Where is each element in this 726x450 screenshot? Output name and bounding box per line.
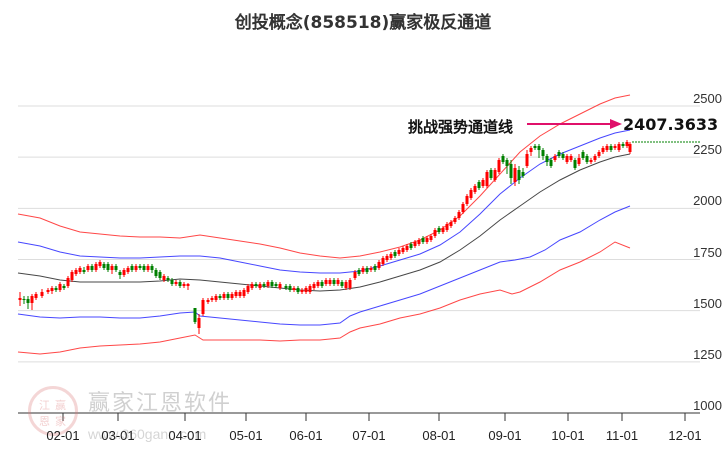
lower_inner_band bbox=[17, 205, 631, 326]
x-tick-label: 09-01 bbox=[488, 428, 522, 443]
watermark-name: 赢家江恩软件 bbox=[88, 391, 233, 416]
annotation-value: 2407.3633 bbox=[623, 115, 719, 134]
x-tick-label: 03-01 bbox=[101, 428, 135, 443]
y-tick-label: 2500 bbox=[693, 91, 722, 106]
watermark-logo-char: 家 bbox=[55, 415, 66, 428]
x-tick-label: 02-01 bbox=[46, 428, 80, 443]
y-tick-label: 1000 bbox=[693, 398, 722, 413]
watermark-logo-char: 赢 bbox=[55, 399, 66, 412]
x-tick-label: 04-01 bbox=[168, 428, 202, 443]
upper_outer_band bbox=[17, 94, 631, 259]
lower_outer_band bbox=[17, 241, 631, 355]
x-tick-label: 06-01 bbox=[289, 428, 323, 443]
mid_line bbox=[17, 153, 631, 292]
watermark-logo-char: 江 bbox=[39, 399, 50, 412]
x-axis bbox=[18, 412, 700, 421]
x-tick-label: 10-01 bbox=[551, 428, 585, 443]
channel-bands bbox=[17, 94, 631, 355]
annotation-arrow bbox=[527, 119, 622, 129]
upper_inner_band bbox=[17, 129, 631, 274]
x-tick-label: 12-01 bbox=[668, 428, 702, 443]
watermark-logo: 江 赢 恩 家 bbox=[28, 386, 78, 436]
grid-lines bbox=[18, 105, 700, 363]
y-tick-label: 1250 bbox=[693, 346, 722, 362]
watermark-url: www.360gann.com bbox=[88, 426, 207, 442]
y-tick-label: 1750 bbox=[693, 244, 722, 260]
y-tick-label: 2000 bbox=[693, 193, 722, 209]
chart-title: 创投概念(858518)赢家极反通道 bbox=[234, 13, 492, 33]
x-tick-label: 08-01 bbox=[422, 428, 456, 443]
x-tick-label: 07-01 bbox=[352, 428, 386, 443]
candlesticks bbox=[18, 140, 632, 334]
y-tick-label: 2250 bbox=[693, 142, 722, 158]
y-tick-label: 1500 bbox=[693, 295, 722, 311]
annotation-label: 挑战强势通道线 bbox=[408, 118, 514, 136]
x-tick-label: 05-01 bbox=[229, 428, 263, 443]
watermark-logo-char: 恩 bbox=[39, 415, 50, 428]
x-tick-label: 11-01 bbox=[605, 428, 639, 443]
